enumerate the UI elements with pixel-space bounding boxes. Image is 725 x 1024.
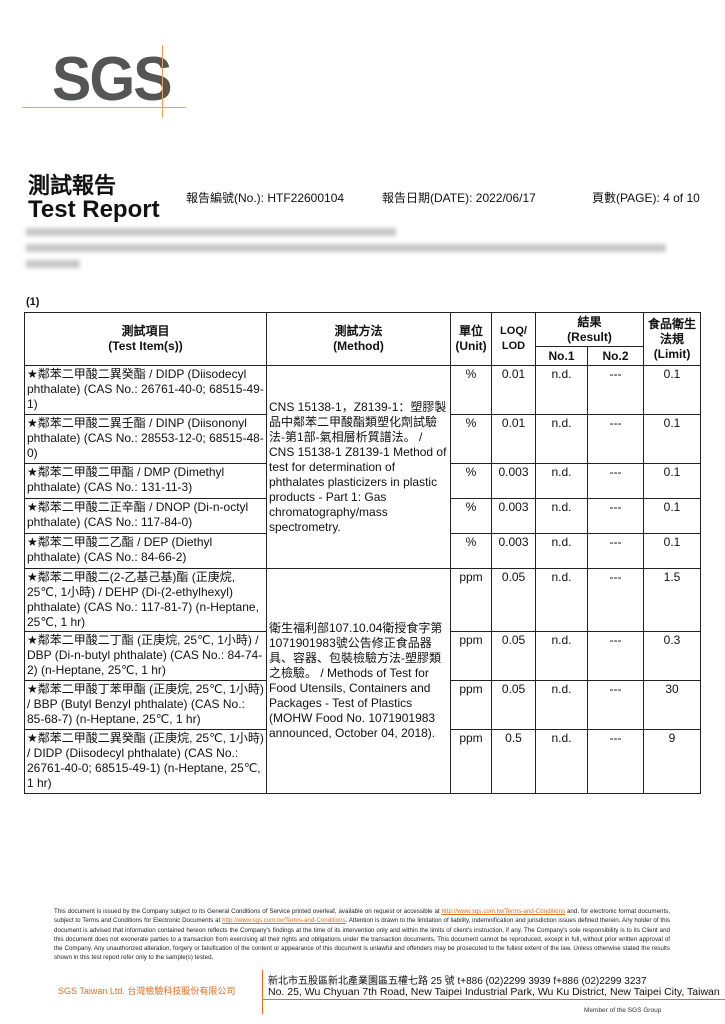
result-no2-cell: --- (586, 729, 645, 794)
loq-cell: 0.05 (491, 680, 536, 730)
unit-cell: % (450, 414, 492, 464)
header-test-item: 測試項目 (Test Item(s)) (24, 312, 267, 366)
address-chinese: 新北市五股區新北產業園區五權七路 25 號 t+886 (02)2299 393… (268, 976, 647, 987)
logo-rule-horizontal (22, 107, 186, 108)
unit-cell: ppm (450, 729, 492, 794)
terms-link-electronic[interactable]: http://www.sgs.com.tw/Terms-and-Conditio… (222, 917, 346, 925)
unit-cell: % (450, 463, 492, 499)
title-english: Test Report (28, 196, 160, 223)
report-date: 報告日期(DATE): 2022/06/17 (382, 191, 536, 205)
method-cell: CNS 15138-1，Z8139-1：塑膠製品中鄰苯二甲酸酯類塑化劑試驗法-第… (266, 365, 451, 569)
terms-link[interactable]: http://www.sgs.com.tw/Terms-and-Conditio… (441, 908, 566, 915)
result-no1-cell: n.d. (535, 414, 588, 464)
result-no2-cell: --- (586, 498, 645, 534)
sgs-logo: SGS (52, 45, 173, 114)
unit-cell: ppm (450, 631, 492, 681)
result-no1-cell: n.d. (535, 463, 588, 499)
header-loq: LOQ/ LOD (491, 312, 536, 366)
method-cell: 衛生福利部107.10.04衛授食字第1071901983號公告修正食品器具、容… (266, 568, 451, 794)
result-no2-cell: --- (586, 631, 645, 681)
limit-cell: 1.5 (643, 568, 702, 632)
section-label: (1) (26, 296, 40, 308)
loq-cell: 0.003 (491, 533, 536, 569)
address-english: No. 25, Wu Chyuan 7th Road, New Taipei I… (268, 986, 720, 998)
table-row: ★鄰苯二甲酸丁苯甲酯 (正庚烷, 25℃, 1小時) / BBP (Butyl … (24, 680, 702, 730)
disclaimer: This document is issued by the Company s… (54, 908, 671, 962)
table-row: ★鄰苯二甲酸二丁酯 (正庚烷, 25℃, 1小時) / DBP (Di-n-bu… (24, 631, 702, 681)
result-no1-cell: n.d. (535, 533, 588, 569)
unit-cell: ppm (450, 568, 492, 632)
loq-cell: 0.003 (491, 463, 536, 499)
result-no2-cell: --- (586, 365, 645, 415)
limit-cell: 0.1 (643, 533, 702, 569)
unit-cell: % (450, 498, 492, 534)
limit-cell: 30 (643, 680, 702, 730)
report-number: 報告編號(No.): HTF22600104 (186, 191, 345, 205)
result-no1-cell: n.d. (535, 729, 588, 794)
footer-rule-horizontal (262, 999, 725, 1000)
result-no2-cell: --- (586, 680, 645, 730)
test-item-cell: ★鄰苯二甲酸二丁酯 (正庚烷, 25℃, 1小時) / DBP (Di-n-bu… (24, 631, 267, 681)
company-name: SGS Taiwan Ltd. 台灣檢驗科技股份有限公司 (58, 986, 236, 996)
result-no2-cell: --- (586, 533, 645, 569)
header-no2: No.2 (586, 346, 645, 366)
test-item-cell: ★鄰苯二甲酸二(2-乙基己基)酯 (正庚烷, 25℃, 1小時) / DEHP … (24, 568, 267, 632)
header-unit: 單位 (Unit) (450, 312, 492, 366)
loq-cell: 0.01 (491, 414, 536, 464)
test-item-cell: ★鄰苯二甲酸二乙酯 / DEP (Diethyl phthalate) (CAS… (24, 533, 267, 569)
table-row: ★鄰苯二甲酸二正辛酯 / DNOP (Di-n-octyl phthalate)… (24, 498, 702, 534)
unit-cell: ppm (450, 680, 492, 730)
page-number: 頁數(PAGE): 4 of 10 (592, 191, 700, 205)
test-item-cell: ★鄰苯二甲酸二異癸酯 (正庚烷, 25℃, 1小時) / DIDP (Diiso… (24, 729, 267, 794)
test-results-table: 測試項目 (Test Item(s)) 測試方法 (Method) 單位 (Un… (24, 312, 702, 794)
limit-cell: 0.1 (643, 463, 702, 499)
table-row: ★鄰苯二甲酸二異癸酯 (正庚烷, 25℃, 1小時) / DIDP (Diiso… (24, 729, 702, 794)
test-item-cell: ★鄰苯二甲酸丁苯甲酯 (正庚烷, 25℃, 1小時) / BBP (Butyl … (24, 680, 267, 730)
redacted-client-address (26, 244, 666, 252)
result-no1-cell: n.d. (535, 498, 588, 534)
redacted-client-address-2 (26, 260, 80, 268)
loq-cell: 0.05 (491, 631, 536, 681)
result-no1-cell: n.d. (535, 568, 588, 632)
header-no1: No.1 (535, 346, 588, 366)
title-chinese: 測試報告 (28, 173, 117, 198)
limit-cell: 0.1 (643, 365, 702, 415)
header-result: 結果 (Result) (534, 312, 645, 347)
test-item-cell: ★鄰苯二甲酸二甲酯 / DMP (Dimethyl phthalate) (CA… (24, 463, 267, 499)
test-item-cell: ★鄰苯二甲酸二異癸酯 / DIDP (Diisodecyl phthalate)… (24, 365, 267, 415)
result-no2-cell: --- (586, 568, 645, 632)
limit-cell: 0.1 (643, 414, 702, 464)
loq-cell: 0.5 (491, 729, 536, 794)
header-limit: 食品衛生 法規 (Limit) (643, 312, 702, 366)
logo-rule-vertical (162, 45, 163, 118)
test-item-cell: ★鄰苯二甲酸二異壬酯 / DINP (Diisononyl phthalate)… (24, 414, 267, 464)
redacted-client-name (26, 228, 396, 236)
result-no2-cell: --- (586, 463, 645, 499)
loq-cell: 0.003 (491, 498, 536, 534)
footer-rule-vertical (262, 970, 263, 1014)
header-method: 測試方法 (Method) (266, 312, 451, 366)
table-row: ★鄰苯二甲酸二(2-乙基己基)酯 (正庚烷, 25℃, 1小時) / DEHP … (24, 568, 702, 794)
result-no1-cell: n.d. (535, 631, 588, 681)
result-no1-cell: n.d. (535, 365, 588, 415)
limit-cell: 9 (643, 729, 702, 794)
limit-cell: 0.1 (643, 498, 702, 534)
test-item-cell: ★鄰苯二甲酸二正辛酯 / DNOP (Di-n-octyl phthalate)… (24, 498, 267, 534)
unit-cell: % (450, 365, 492, 415)
unit-cell: % (450, 533, 492, 569)
loq-cell: 0.01 (491, 365, 536, 415)
limit-cell: 0.3 (643, 631, 702, 681)
result-no1-cell: n.d. (535, 680, 588, 730)
member-of-sgs-group: Member of the SGS Group (584, 1007, 662, 1014)
table-row: ★鄰苯二甲酸二異癸酯 / DIDP (Diisodecyl phthalate)… (24, 365, 702, 569)
loq-cell: 0.05 (491, 568, 536, 632)
result-no2-cell: --- (586, 414, 645, 464)
